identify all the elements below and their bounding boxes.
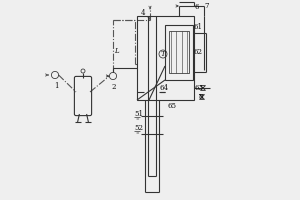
Text: 61: 61	[194, 23, 203, 31]
Text: L: L	[115, 47, 119, 55]
Text: 64: 64	[160, 84, 169, 92]
Bar	[169, 31, 189, 73]
Text: 63: 63	[195, 84, 204, 92]
Text: 8: 8	[198, 93, 203, 101]
Bar	[165, 25, 193, 80]
Text: 2: 2	[112, 83, 116, 91]
Text: 62: 62	[194, 48, 203, 56]
Text: 7: 7	[204, 2, 209, 10]
Text: 52: 52	[134, 124, 143, 132]
Bar	[137, 16, 194, 100]
Text: T: T	[161, 50, 165, 58]
Text: 1: 1	[54, 82, 58, 90]
Text: 6: 6	[194, 3, 199, 11]
Text: 4: 4	[141, 9, 146, 17]
Text: 65: 65	[167, 102, 176, 110]
Text: 51: 51	[134, 110, 143, 118]
